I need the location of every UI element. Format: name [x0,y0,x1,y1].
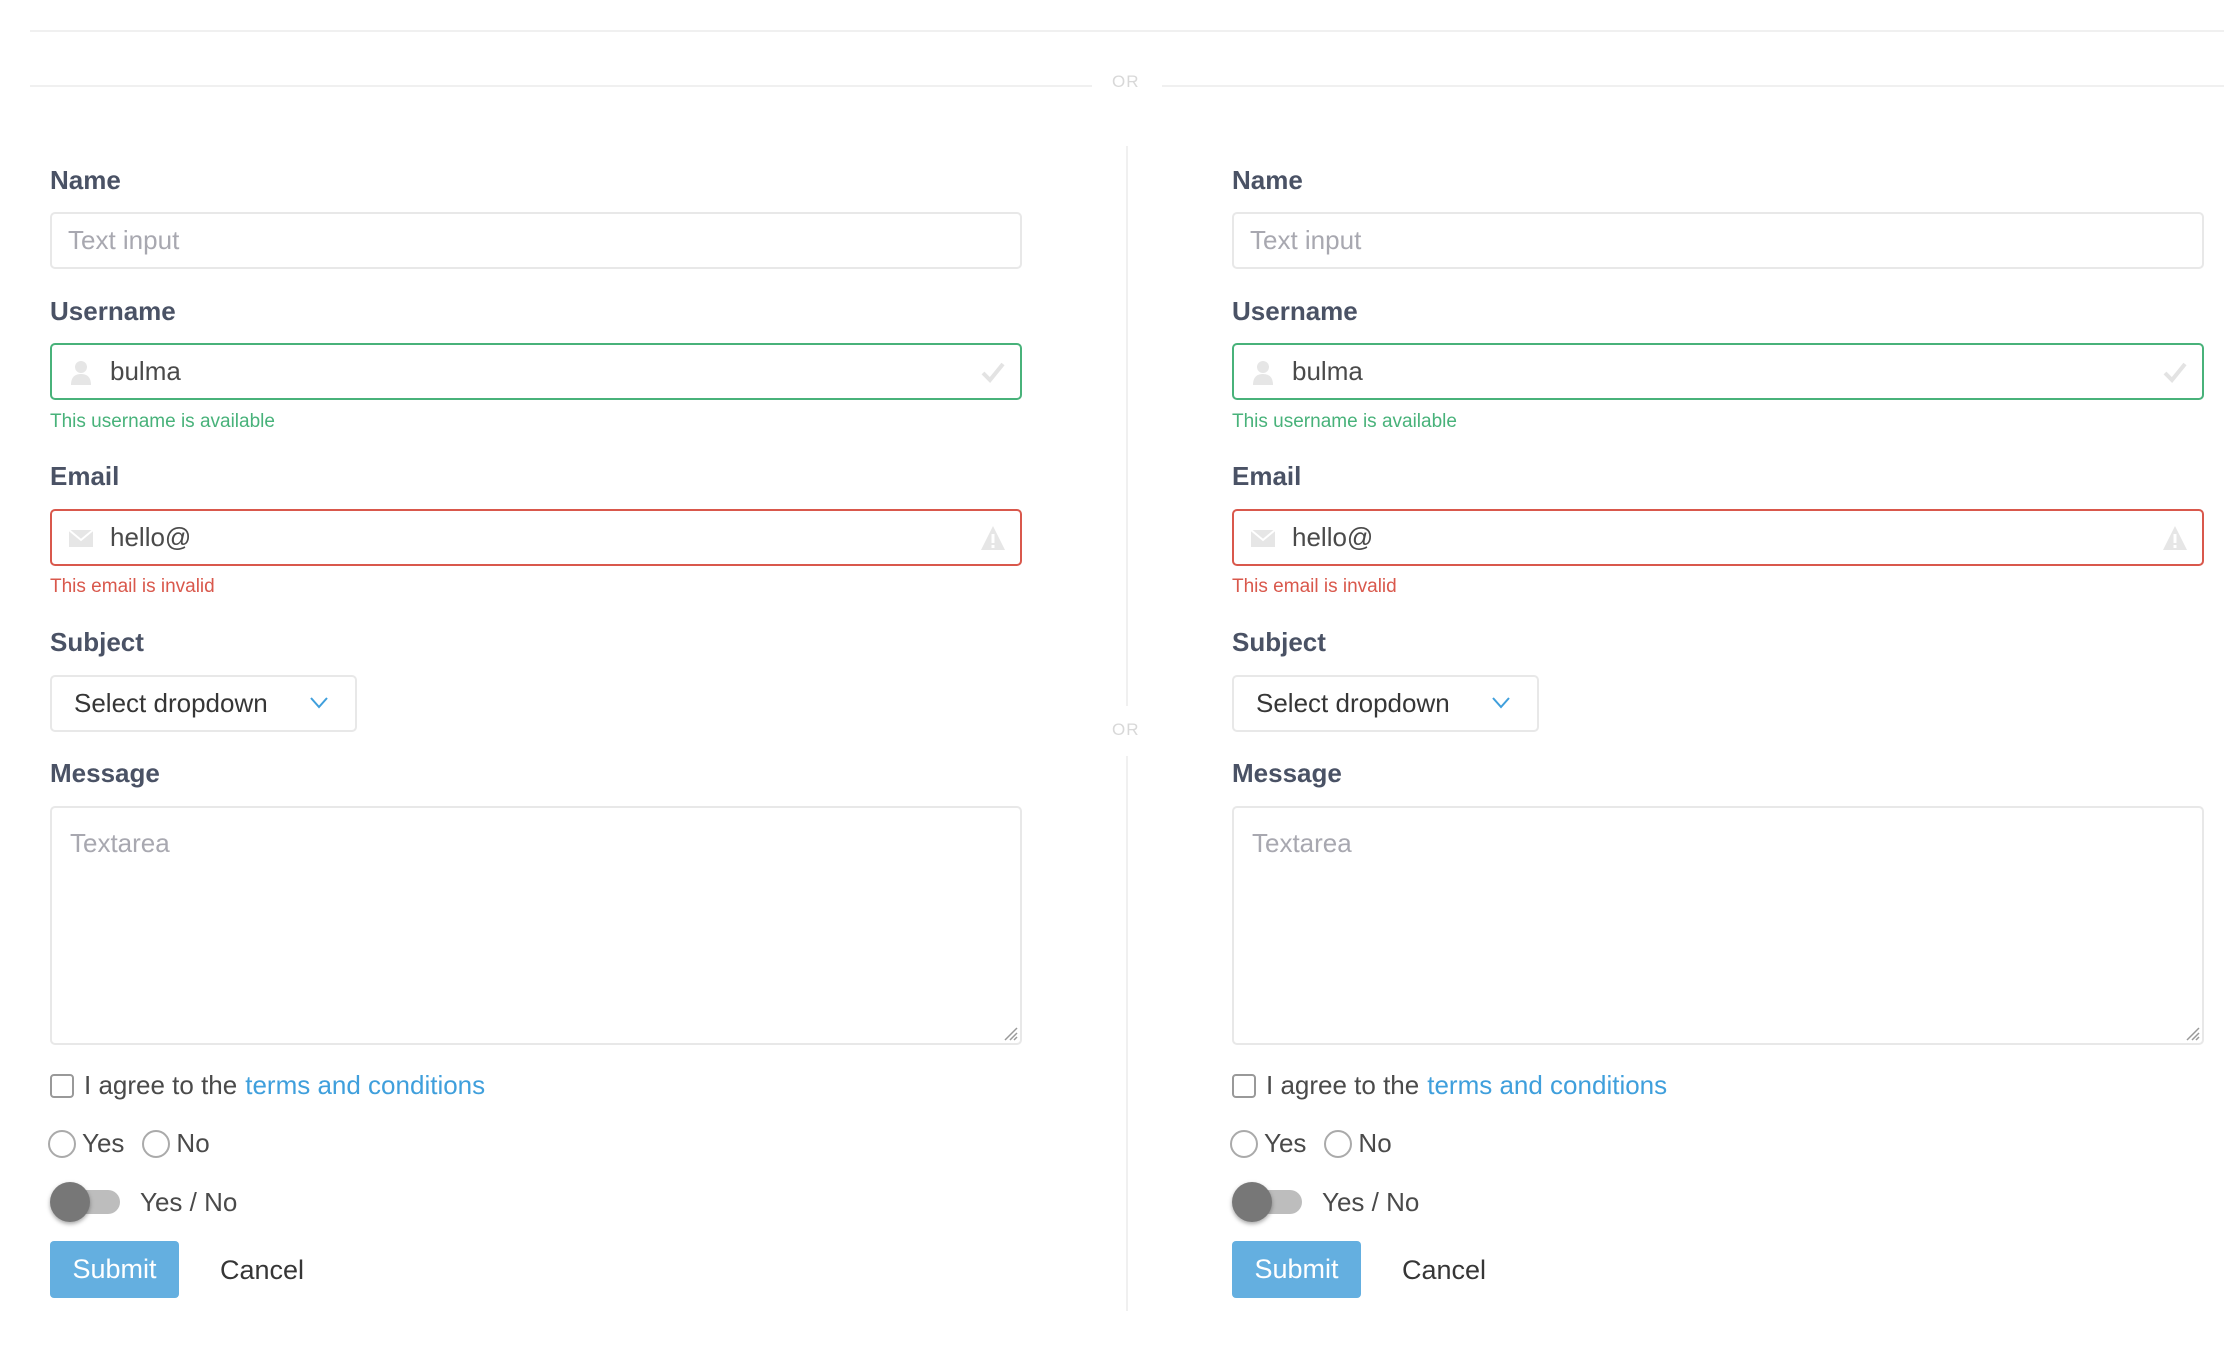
username-input[interactable]: bulma [1232,343,2204,400]
toggle-label: Yes / No [140,1186,238,1217]
resize-grip-icon[interactable] [1000,1023,1018,1041]
name-input[interactable]: Text input [50,212,1022,269]
warning-icon [981,526,1005,550]
radio-no[interactable] [1324,1129,1353,1158]
user-icon [1253,361,1273,385]
email-value: hello@ [110,522,192,552]
subject-selected: Select dropdown [1256,688,1450,718]
message-placeholder: Textarea [70,828,170,858]
radio-yes[interactable] [48,1129,76,1158]
or-divider-right [1162,85,2224,87]
message-textarea[interactable]: Textarea [1232,806,2204,1045]
chevron-down-icon [310,697,328,709]
name-placeholder: Text input [1250,225,1362,255]
agree-text: I agree to the [1266,1070,1420,1100]
name-input[interactable]: Text input [1232,212,2204,269]
vertical-divider-top [1126,146,1128,706]
terms-link[interactable]: terms and conditions [1427,1070,1668,1100]
warning-icon [2163,526,2187,550]
radio-no[interactable] [142,1129,171,1158]
username-value: bulma [1292,356,1363,386]
or-label-top: OR [1112,72,1140,91]
email-help: This email is invalid [1232,576,1397,597]
username-help: This username is available [1232,411,1457,432]
top-divider [30,30,2224,32]
radio-no-label: No [1358,1128,1392,1158]
check-icon [981,362,1005,383]
message-textarea[interactable]: Textarea [50,806,1022,1045]
subject-label: Subject [50,627,144,657]
terms-row: I agree to the terms and conditions [50,1070,485,1101]
cancel-button[interactable]: Cancel [1402,1255,1487,1285]
envelope-icon [1250,529,1276,547]
subject-select[interactable]: Select dropdown [1232,675,1539,732]
email-input[interactable]: hello@ [50,509,1022,566]
message-label: Message [1232,758,1342,788]
radio-group: Yes No [1230,1128,1392,1159]
submit-button[interactable]: Submit [50,1241,179,1298]
email-input[interactable]: hello@ [1232,509,2204,566]
envelope-icon [68,529,94,547]
check-icon [2163,362,2187,383]
radio-yes[interactable] [1230,1129,1258,1158]
cancel-button[interactable]: Cancel [220,1255,305,1285]
yes-no-toggle[interactable] [1232,1182,1304,1222]
chevron-down-icon [1492,697,1510,709]
vertical-divider-bottom [1126,756,1128,1311]
radio-yes-label: Yes [1264,1128,1307,1158]
or-label-middle: OR [1112,720,1140,739]
name-placeholder: Text input [68,225,180,255]
email-help: This email is invalid [50,576,215,597]
email-value: hello@ [1292,522,1374,552]
message-label: Message [50,758,160,788]
agree-text: I agree to the [84,1070,238,1100]
message-placeholder: Textarea [1252,828,1352,858]
username-value: bulma [110,356,181,386]
yes-no-toggle[interactable] [50,1182,122,1222]
username-label: Username [50,296,176,326]
subject-label: Subject [1232,627,1326,657]
toggle-row: Yes / No [50,1182,237,1222]
username-input[interactable]: bulma [50,343,1022,400]
radio-no-label: No [176,1128,210,1158]
submit-button[interactable]: Submit [1232,1241,1361,1298]
email-label: Email [50,461,120,491]
email-label: Email [1232,461,1302,491]
name-label: Name [50,165,121,195]
user-icon [71,361,91,385]
radio-yes-label: Yes [82,1128,125,1158]
toggle-knob [1232,1182,1272,1222]
toggle-knob [50,1182,90,1222]
toggle-label: Yes / No [1322,1186,1420,1217]
subject-selected: Select dropdown [74,688,268,718]
radio-group: Yes No [48,1128,210,1159]
terms-checkbox[interactable] [1232,1073,1256,1098]
terms-link[interactable]: terms and conditions [245,1070,486,1100]
toggle-row: Yes / No [1232,1182,1419,1222]
resize-grip-icon[interactable] [2182,1023,2200,1041]
subject-select[interactable]: Select dropdown [50,675,357,732]
terms-row: I agree to the terms and conditions [1232,1070,1667,1101]
or-divider-left [30,85,1092,87]
name-label: Name [1232,165,1303,195]
username-label: Username [1232,296,1358,326]
terms-checkbox[interactable] [50,1073,74,1098]
username-help: This username is available [50,411,275,432]
